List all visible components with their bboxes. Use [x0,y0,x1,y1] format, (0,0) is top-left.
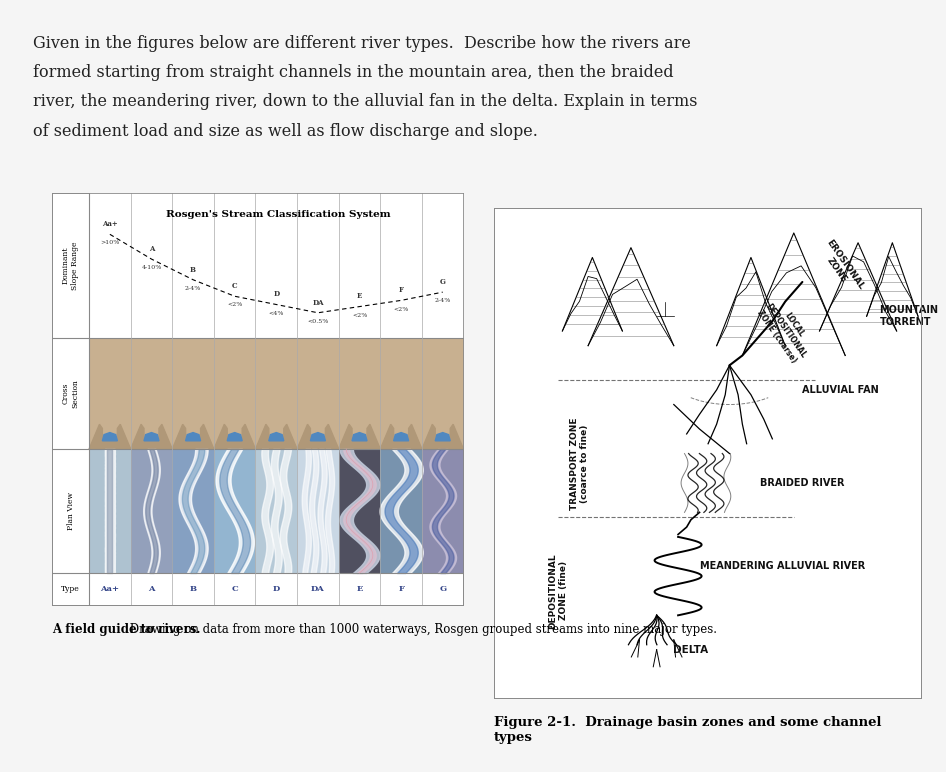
Text: A: A [149,245,154,253]
Bar [89,193,131,337]
Text: river, the meandering river, down to the alluvial fan in the delta. Explain in t: river, the meandering river, down to the… [33,93,697,110]
Text: MOUNTAIN
TORRENT: MOUNTAIN TORRENT [880,306,938,327]
Text: B: B [190,266,196,273]
Text: A: A [149,585,155,594]
Polygon shape [352,432,367,441]
Bar [297,337,339,449]
Bar [339,449,380,573]
Polygon shape [435,432,450,441]
Text: D: D [272,585,280,594]
Text: DA: DA [312,299,324,306]
Text: C: C [232,585,238,594]
Polygon shape [131,425,172,449]
Text: TRANSPORT ZONE
(coarce to fine): TRANSPORT ZONE (coarce to fine) [569,417,589,510]
Text: Aa+: Aa+ [102,220,117,228]
Polygon shape [102,432,117,441]
Bar [297,449,339,573]
Polygon shape [310,432,325,441]
Text: MEANDERING ALLUVIAL RIVER: MEANDERING ALLUVIAL RIVER [699,561,865,571]
Text: Aa+: Aa+ [100,585,119,594]
Bar [339,449,380,573]
Text: of sediment load and size as well as flow discharge and slope.: of sediment load and size as well as flo… [33,123,538,140]
Text: DELTA: DELTA [674,645,709,655]
Text: formed starting from straight channels in the mountain area, then the braided: formed starting from straight channels i… [33,64,674,81]
Text: LOCAL
DEPOSITIONAL
ZONE (coarse): LOCAL DEPOSITIONAL ZONE (coarse) [755,296,815,366]
Bar [214,449,255,573]
Text: 2-4%: 2-4% [185,286,201,291]
Text: E: E [357,585,362,594]
Bar [422,449,464,573]
Text: BRAIDED RIVER: BRAIDED RIVER [760,478,844,488]
Bar [380,449,422,573]
Text: ALLUVIAL FAN: ALLUVIAL FAN [802,384,879,394]
Text: DEPOSITIONAL
ZONE (fine): DEPOSITIONAL ZONE (fine) [549,553,568,628]
Bar [255,449,297,573]
Polygon shape [269,432,284,441]
Text: Rosgen's Stream Classification System: Rosgen's Stream Classification System [166,209,391,218]
Text: D: D [273,290,279,298]
Bar [89,337,131,449]
Bar [380,193,422,337]
Text: Plan View: Plan View [66,492,75,530]
Text: DA: DA [311,585,324,594]
Bar [339,337,380,449]
Polygon shape [214,425,255,449]
Bar [131,337,172,449]
Text: B: B [189,585,197,594]
Bar [422,337,464,449]
Polygon shape [144,432,159,441]
Bar [214,193,255,337]
Polygon shape [255,425,297,449]
Bar [255,337,297,449]
Text: 2-4%: 2-4% [434,298,451,303]
Text: Dominant
Slope Range: Dominant Slope Range [61,241,79,290]
Text: <2%: <2% [394,306,409,312]
Text: <0.5%: <0.5% [307,319,328,324]
Bar [422,193,464,337]
Text: <2%: <2% [227,303,242,307]
Text: EROSIONAL
ZONE: EROSIONAL ZONE [816,238,866,297]
Polygon shape [185,432,201,441]
Text: 4-10%: 4-10% [141,266,162,270]
Polygon shape [380,425,422,449]
Polygon shape [89,425,131,449]
Bar [172,193,214,337]
Text: Type: Type [61,585,79,594]
Bar [380,337,422,449]
Text: >10%: >10% [100,241,119,245]
Bar [172,337,214,449]
Text: E: E [357,293,362,300]
Text: Drawing on data from more than 1000 waterways, Rosgen grouped streams into nine : Drawing on data from more than 1000 wate… [126,623,717,636]
Text: <4%: <4% [269,310,284,316]
Text: Given in the figures below are different river types.  Describe how the rivers a: Given in the figures below are different… [33,35,691,52]
Polygon shape [394,432,409,441]
Text: F: F [398,585,404,594]
Text: G: G [439,585,447,594]
Bar [255,193,297,337]
Text: Cross
Section: Cross Section [61,379,79,408]
Bar [131,449,172,573]
Bar [172,449,214,573]
Bar [297,193,339,337]
Text: A field guide to rivers.: A field guide to rivers. [52,623,201,636]
Polygon shape [422,425,464,449]
Text: F: F [398,286,404,294]
Polygon shape [339,425,380,449]
Text: G: G [440,278,446,286]
Bar [89,449,131,573]
Text: <2%: <2% [352,313,367,318]
Polygon shape [172,425,214,449]
Bar [131,193,172,337]
Text: Figure 2-1.  Drainage basin zones and some channel
types: Figure 2-1. Drainage basin zones and som… [494,716,882,743]
Polygon shape [227,432,242,441]
Bar [339,193,380,337]
Text: C: C [232,282,237,290]
Bar [214,337,255,449]
Polygon shape [297,425,339,449]
